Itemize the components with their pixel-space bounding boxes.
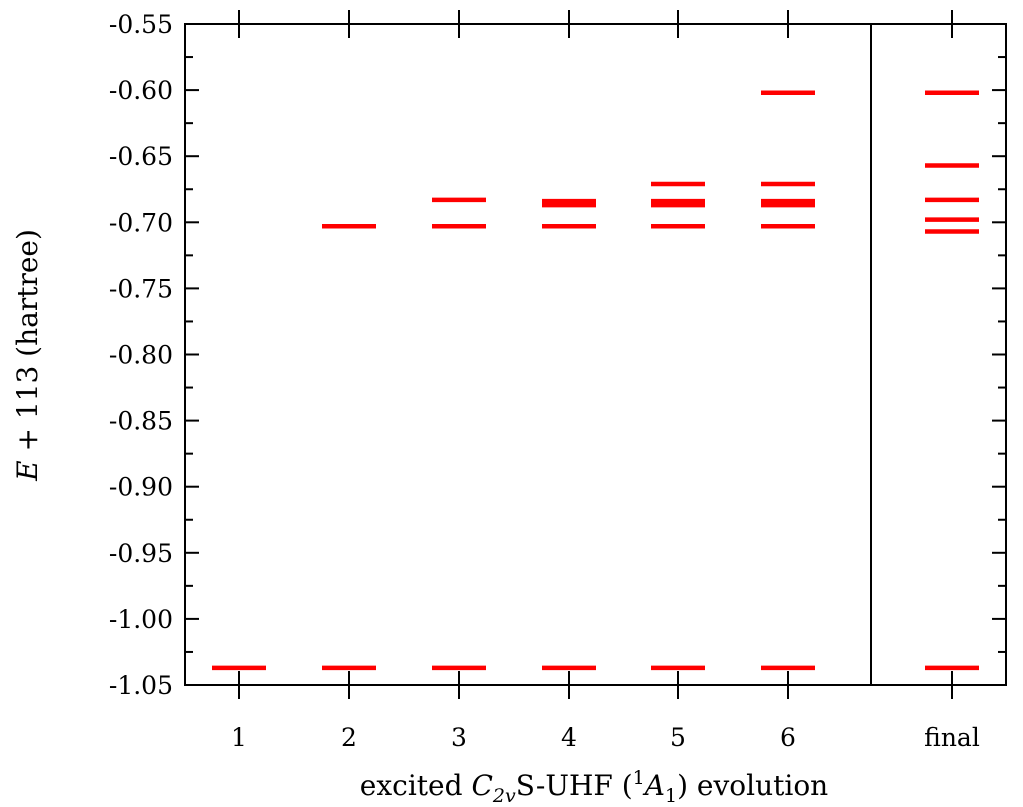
x-axis-label-sup: 1 bbox=[633, 767, 645, 789]
y-tick-label: -1.00 bbox=[109, 605, 173, 634]
x-axis-label-state-sub: 1 bbox=[665, 785, 677, 807]
x-axis-label-post: ) evolution bbox=[677, 769, 828, 802]
y-axis-label: E + 113 (hartree) bbox=[11, 229, 44, 482]
x-tick-label: 2 bbox=[341, 723, 357, 752]
y-axis: -0.55 -0.60 -0.65 -0.70 -0.75 -0.80 -0.85 -0.90… bbox=[109, 10, 1006, 700]
x-axis-label: excited C2vS-UHF (1A1) evolution bbox=[360, 767, 828, 807]
x-tick-label: final bbox=[924, 723, 980, 752]
x-axis-label-state: A bbox=[642, 769, 665, 802]
plot-frame bbox=[184, 23, 1007, 686]
y-tick-label: -0.75 bbox=[109, 274, 173, 303]
y-tick-label: -0.95 bbox=[109, 539, 173, 568]
y-axis-label-var: E bbox=[11, 460, 44, 481]
x-tick-label: 1 bbox=[231, 723, 247, 752]
y-tick-label: -0.60 bbox=[109, 76, 173, 105]
x-tick-label: 5 bbox=[670, 723, 686, 752]
y-tick-label: -0.55 bbox=[109, 10, 173, 39]
x-axis-label-symbol-sub: 2v bbox=[492, 785, 516, 807]
y-tick-label: -1.05 bbox=[109, 671, 173, 700]
x-axis-label-mid: S-UHF ( bbox=[516, 769, 633, 802]
y-tick-label: -0.70 bbox=[109, 208, 173, 237]
y-tick-label: -0.85 bbox=[109, 407, 173, 436]
x-tick-label: 6 bbox=[780, 723, 796, 752]
energy-levels bbox=[212, 90, 979, 671]
y-axis-label-rest: + 113 (hartree) bbox=[11, 229, 44, 460]
x-tick-label: 3 bbox=[451, 723, 467, 752]
x-tick-label: 4 bbox=[561, 723, 577, 752]
y-tick-label: -0.65 bbox=[109, 142, 173, 171]
x-axis-label-symbol: C bbox=[471, 769, 492, 802]
y-tick-label: -0.90 bbox=[109, 473, 173, 502]
x-axis-label-pre: excited bbox=[360, 769, 472, 802]
x-axis: 1 2 3 4 5 6 final bbox=[231, 10, 980, 752]
plot-border bbox=[184, 23, 1007, 686]
y-tick-label: -0.80 bbox=[109, 341, 173, 370]
